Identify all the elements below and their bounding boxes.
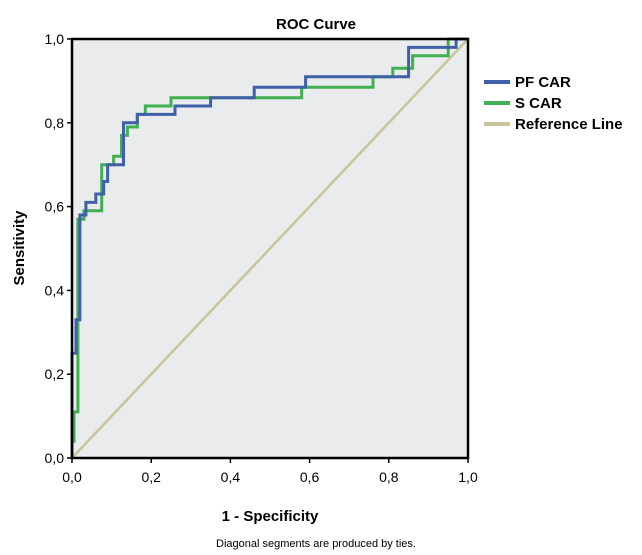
plot-frame (70, 37, 470, 460)
legend-label: Reference Line (515, 116, 623, 133)
x-tick-label: 0,0 (62, 469, 82, 485)
x-tick-label: 0,2 (141, 469, 161, 485)
legend: PF CAR S CAR Reference Line (484, 74, 623, 133)
y-tick-label: 0,8 (45, 115, 65, 131)
x-tick-label: 0,4 (221, 469, 241, 485)
y-tick-label: 0,2 (45, 366, 65, 382)
ticks-layer: 0,0 0,2 0,4 0,6 0,8 1,0 0,0 0,2 0,4 0,6 0,8 1,0 (45, 31, 478, 485)
footnote: Diagonal segments are produced by ties. (216, 538, 416, 550)
y-tick-label: 0,0 (45, 450, 65, 466)
legend-label: PF CAR (515, 74, 571, 91)
x-axis-label: 1 - Specificity (222, 508, 319, 525)
x-tick-label: 0,6 (300, 469, 320, 485)
chart-title: ROC Curve (276, 16, 356, 33)
x-tick-label: 1,0 (458, 469, 478, 485)
series-line-pf-car (70, 37, 468, 458)
legend-label: S CAR (515, 95, 562, 112)
series-line-reference-line (71, 38, 469, 459)
x-tick-label: 0,8 (379, 469, 399, 485)
y-tick-label: 0,6 (45, 199, 65, 215)
y-tick-label: 1,0 (45, 31, 65, 47)
y-axis-label: Sensitivity (11, 210, 28, 286)
y-tick-label: 0,4 (45, 282, 65, 298)
series-layer (70, 37, 469, 459)
